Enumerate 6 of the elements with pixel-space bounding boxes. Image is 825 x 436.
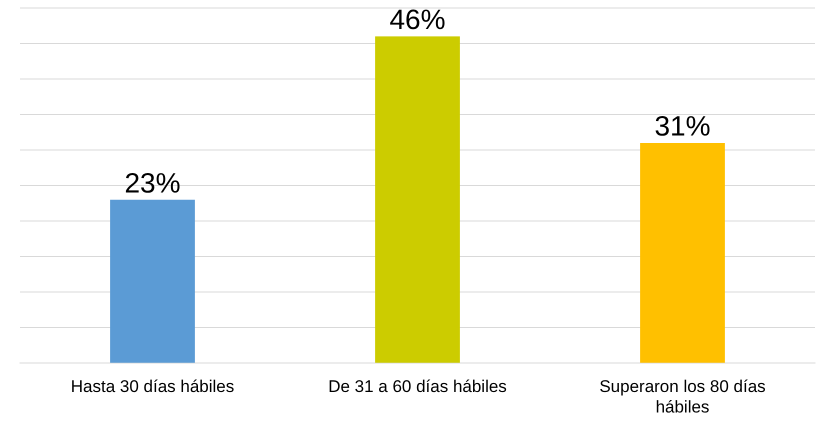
x-tick-label: Superaron los 80 días hábiles: [599, 377, 766, 416]
data-label: 46%: [389, 4, 446, 36]
data-label: 23%: [124, 168, 181, 199]
x-tick-label: De 31 a 60 días hábiles: [328, 377, 507, 396]
x-tick-label: Hasta 30 días hábiles: [70, 377, 234, 396]
data-label: 31%: [654, 110, 711, 142]
